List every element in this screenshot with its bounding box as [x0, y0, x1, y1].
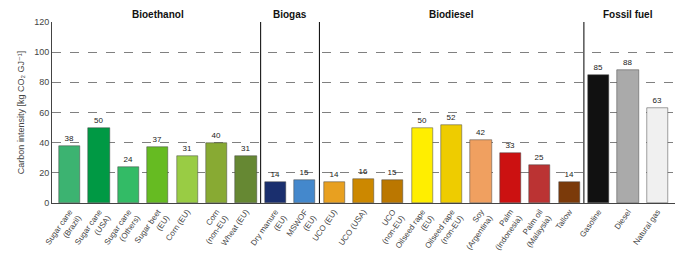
- svg-text:Biogas: Biogas: [273, 9, 307, 20]
- svg-text:14: 14: [565, 170, 574, 179]
- svg-text:38: 38: [65, 134, 74, 143]
- svg-text:Palm oil(Malaysia): Palm oil(Malaysia): [516, 208, 553, 250]
- svg-text:Oilseed rape(non-EU): Oilseed rape(non-EU): [423, 207, 465, 256]
- svg-text:UCO (USA): UCO (USA): [337, 208, 369, 248]
- svg-text:100: 100: [34, 47, 49, 57]
- svg-text:42: 42: [476, 128, 485, 137]
- svg-text:Gasoline: Gasoline: [578, 207, 604, 238]
- svg-text:16: 16: [359, 167, 368, 176]
- svg-text:UCO (EU): UCO (EU): [311, 208, 339, 243]
- svg-text:88: 88: [623, 58, 632, 67]
- svg-text:0: 0: [44, 198, 49, 208]
- svg-text:31: 31: [183, 144, 192, 153]
- svg-text:Natural gas: Natural gas: [631, 208, 662, 247]
- svg-text:40: 40: [39, 138, 49, 148]
- svg-text:50: 50: [94, 116, 103, 125]
- svg-text:25: 25: [535, 153, 544, 162]
- svg-text:52: 52: [447, 113, 456, 122]
- svg-text:15: 15: [300, 168, 309, 177]
- svg-text:33: 33: [506, 141, 515, 150]
- svg-text:Fossil fuel: Fossil fuel: [603, 9, 653, 20]
- svg-text:14: 14: [330, 170, 339, 179]
- svg-text:120: 120: [34, 17, 49, 27]
- svg-text:37: 37: [153, 135, 162, 144]
- svg-text:Wheat (EU): Wheat (EU): [220, 208, 252, 248]
- svg-text:Dry manure(EU): Dry manure(EU): [249, 207, 289, 253]
- svg-text:Soy(Argentina): Soy(Argentina): [456, 208, 495, 252]
- svg-text:Sugar cane(USA): Sugar cane(USA): [73, 207, 113, 252]
- svg-text:Corn(non-EU): Corn(non-EU): [195, 208, 230, 246]
- svg-text:Sugar cane(Others): Sugar cane(Others): [102, 207, 142, 252]
- svg-text:Tallow: Tallow: [554, 208, 574, 232]
- svg-text:24: 24: [124, 155, 133, 164]
- svg-text:Carbon intensity [kg CO₂ GJ⁻¹]: Carbon intensity [kg CO₂ GJ⁻¹]: [16, 51, 26, 174]
- svg-text:80: 80: [39, 77, 49, 87]
- svg-text:MSWOF(EU): MSWOF(EU): [285, 208, 319, 245]
- svg-text:20: 20: [39, 168, 49, 178]
- svg-text:15: 15: [388, 168, 397, 177]
- svg-text:Palm(Indonesia): Palm(Indonesia): [485, 208, 524, 252]
- svg-text:60: 60: [39, 108, 49, 118]
- svg-text:Sugar cane(Brazil): Sugar cane(Brazil): [44, 207, 84, 252]
- svg-text:14: 14: [271, 170, 280, 179]
- svg-text:50: 50: [418, 116, 427, 125]
- svg-text:Sugar beet(EU): Sugar beet(EU): [133, 207, 172, 251]
- svg-text:63: 63: [653, 96, 662, 105]
- svg-text:85: 85: [594, 63, 603, 72]
- svg-text:Diesel: Diesel: [613, 208, 633, 232]
- svg-text:Biodiesel: Biodiesel: [429, 9, 474, 20]
- svg-text:Bioethanol: Bioethanol: [132, 9, 184, 20]
- svg-text:31: 31: [241, 144, 250, 153]
- svg-text:40: 40: [212, 131, 221, 140]
- svg-text:Oilseed rape(EU): Oilseed rape(EU): [394, 207, 436, 256]
- svg-text:Corn (EU): Corn (EU): [164, 208, 192, 243]
- svg-text:UCO(non-EU): UCO(non-EU): [372, 208, 407, 246]
